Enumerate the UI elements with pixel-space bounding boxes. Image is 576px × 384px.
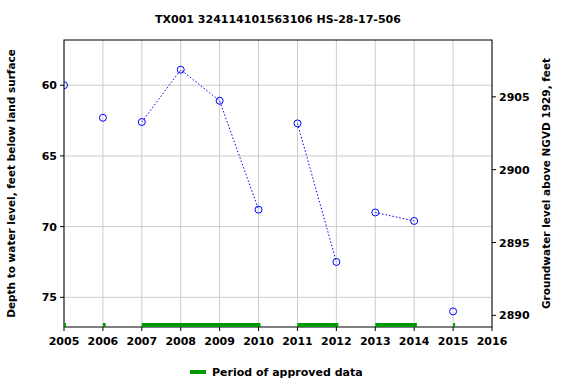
- x-tick: [492, 327, 493, 331]
- y-tick: [60, 297, 64, 298]
- data-point: [372, 209, 379, 216]
- plot-area: [64, 66, 457, 327]
- data-point: [177, 66, 184, 73]
- plot-frame: [64, 40, 492, 327]
- x-tick-label: 2016: [477, 335, 508, 348]
- data-point: [333, 258, 340, 265]
- y-axis-label: Depth to water level, feet below land su…: [5, 49, 17, 318]
- y2-tick: [492, 315, 496, 316]
- x-grid: [219, 40, 220, 327]
- x-tick-label: 2008: [165, 335, 196, 348]
- approved-period: [375, 323, 417, 327]
- x-tick: [258, 327, 259, 331]
- y2-tick-label: 2905: [499, 91, 530, 104]
- y2-axis-label: Groundwater level above NGVD 1929, feet: [540, 58, 552, 309]
- series-line: [297, 123, 336, 262]
- y-tick: [60, 226, 64, 227]
- x-grid: [414, 40, 415, 327]
- approved-period: [297, 323, 338, 327]
- y-grid: [64, 85, 492, 86]
- y2-tick-label: 2895: [499, 237, 530, 250]
- y-tick: [60, 155, 64, 156]
- y2-tick: [492, 96, 496, 97]
- x-grid: [336, 40, 337, 327]
- y2-tick-label: 2890: [499, 309, 530, 322]
- y-tick-label: 65: [42, 150, 57, 163]
- data-point: [99, 114, 106, 121]
- x-tick: [414, 327, 415, 331]
- approved-period: [453, 323, 455, 327]
- approved-period: [103, 323, 106, 327]
- y-tick-label: 75: [42, 291, 57, 304]
- approved-period: [142, 323, 261, 327]
- x-tick: [297, 327, 298, 331]
- x-tick: [219, 327, 220, 331]
- data-point: [216, 97, 223, 104]
- y-tick-label: 70: [42, 221, 58, 234]
- legend: Period of approved data: [190, 366, 363, 379]
- data-point: [294, 120, 301, 127]
- x-tick: [336, 327, 337, 331]
- y-tick: [60, 85, 64, 86]
- x-tick: [375, 327, 376, 331]
- y2-tick: [492, 242, 496, 243]
- data-point: [450, 308, 457, 315]
- x-tick-label: 2007: [127, 335, 158, 348]
- x-tick-label: 2006: [88, 335, 119, 348]
- x-tick: [64, 327, 65, 331]
- x-tick-label: 2009: [204, 335, 235, 348]
- legend-swatch: [190, 370, 206, 374]
- x-tick: [102, 327, 103, 331]
- x-grid: [297, 40, 298, 327]
- y-grid: [64, 226, 492, 227]
- x-tick: [180, 327, 181, 331]
- x-tick-label: 2012: [321, 335, 352, 348]
- y-grid: [64, 297, 492, 298]
- y2-tick: [492, 169, 496, 170]
- title: TX001 324114101563106 HS-28-17-506: [155, 13, 401, 26]
- x-tick: [141, 327, 142, 331]
- legend-label: Period of approved data: [212, 366, 363, 379]
- y2-tick-label: 2900: [499, 164, 530, 177]
- y-tick-label: 60: [42, 79, 58, 92]
- x-grid: [141, 40, 142, 327]
- x-tick-label: 2010: [243, 335, 274, 348]
- data-point: [138, 119, 145, 126]
- x-tick-label: 2011: [282, 335, 313, 348]
- x-grid: [453, 40, 454, 327]
- x-tick-label: 2005: [49, 335, 80, 348]
- x-tick: [453, 327, 454, 331]
- approved-period: [64, 323, 66, 327]
- x-grid: [258, 40, 259, 327]
- x-grid: [180, 40, 181, 327]
- data-point: [64, 82, 68, 89]
- series-line: [142, 70, 259, 210]
- data-point: [411, 217, 418, 224]
- x-grid: [102, 40, 103, 327]
- x-tick-label: 2013: [360, 335, 391, 348]
- y-grid: [64, 155, 492, 156]
- x-tick-label: 2014: [399, 335, 430, 348]
- series-line: [375, 212, 414, 220]
- chart: 2005 2006 2007 2008 2009 2010 2011 2012 2013 2014…: [0, 0, 576, 384]
- x-tick-label: 2015: [438, 335, 469, 348]
- data-point: [255, 206, 262, 213]
- x-grid: [375, 40, 376, 327]
